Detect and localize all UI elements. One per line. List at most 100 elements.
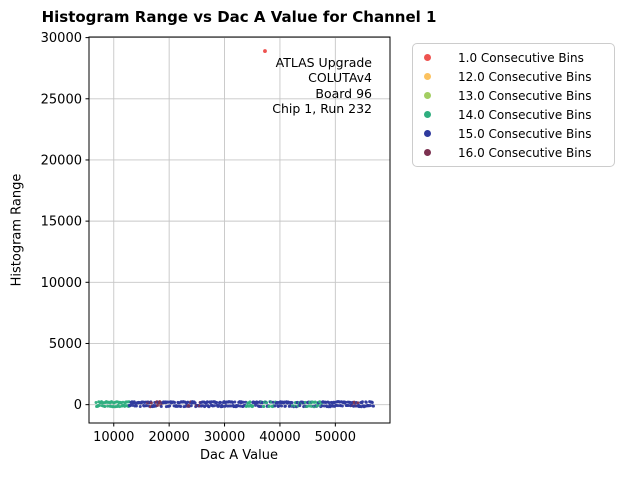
scatter-point <box>368 404 372 408</box>
scatter-point <box>280 404 284 408</box>
scatter-point <box>134 404 138 408</box>
y-axis-label: Histogram Range <box>9 173 25 287</box>
scatter-point <box>248 400 252 404</box>
annotation-line: COLUTAv4 <box>308 70 372 86</box>
scatter-point <box>168 404 172 408</box>
plot-annotation: ATLAS Upgrade COLUTAv4 Board 96 Chip 1, … <box>272 55 372 116</box>
scatter-point <box>371 404 375 408</box>
y-tick-label: 10000 <box>41 276 82 291</box>
y-tick-label: 25000 <box>41 92 82 107</box>
scatter-point <box>320 404 324 408</box>
legend-marker-icon <box>424 111 431 118</box>
legend-marker-icon <box>424 130 431 137</box>
x-tick-label: 50000 <box>315 430 356 445</box>
scatter-point <box>193 401 197 405</box>
scatter-point <box>309 404 313 408</box>
y-tick-label: 20000 <box>41 153 82 168</box>
scatter-point <box>204 404 208 408</box>
scatter-point <box>290 401 294 405</box>
legend-entry-label: 12.0 Consecutive Bins <box>458 69 592 84</box>
annotation-line: ATLAS Upgrade <box>275 55 372 70</box>
legend-marker-icon <box>424 54 431 61</box>
legend-entry-label: 15.0 Consecutive Bins <box>458 126 592 141</box>
scatter-point <box>262 405 266 409</box>
scatter-point <box>233 400 237 404</box>
scatter-point <box>159 404 163 408</box>
scatter-point <box>259 405 263 409</box>
scatter-point <box>298 404 302 408</box>
y-tick-label: 15000 <box>41 215 82 230</box>
legend-entry: 1.0 Consecutive Bins <box>413 48 614 67</box>
scatter-point <box>251 404 255 408</box>
scatter-point <box>265 401 269 405</box>
scatter-point <box>138 404 142 408</box>
legend-entry-label: 14.0 Consecutive Bins <box>458 107 592 122</box>
scatter-point <box>219 401 223 404</box>
scatter-point <box>283 404 287 408</box>
scatter-point <box>344 400 348 404</box>
scatter-point <box>303 400 307 404</box>
scatter-point <box>94 401 98 405</box>
x-tick-label: 40000 <box>259 430 300 445</box>
scatter-point <box>212 404 216 408</box>
scatter-point <box>356 401 360 405</box>
legend-marker-icon <box>424 92 431 99</box>
annotation-line: Chip 1, Run 232 <box>272 100 372 116</box>
legend-entry: 14.0 Consecutive Bins <box>413 105 614 124</box>
scatter-point <box>207 405 211 409</box>
scatter-point <box>346 403 350 407</box>
legend: 1.0 Consecutive Bins 12.0 Consecutive Bin… <box>412 43 615 167</box>
y-tick-label: 30000 <box>41 31 82 46</box>
scatter-point <box>254 403 258 407</box>
x-tick-label: 20000 <box>148 430 189 445</box>
scatter-point <box>179 405 183 409</box>
chart-title: Histogram Range vs Dac A Value for Chann… <box>41 8 437 26</box>
outlier-point <box>263 49 267 53</box>
scatter-point <box>155 404 159 408</box>
legend-entry: 13.0 Consecutive Bins <box>413 86 614 105</box>
scatter-point <box>277 404 281 408</box>
legend-entry-label: 16.0 Consecutive Bins <box>458 145 592 160</box>
scatter-point <box>273 404 277 408</box>
scatter-point <box>217 403 221 407</box>
scatter-point <box>97 404 101 408</box>
scatter-point <box>215 401 219 405</box>
annotation-line: Board 96 <box>315 85 372 101</box>
legend-marker-icon <box>424 73 431 80</box>
scatter-point <box>370 400 374 404</box>
legend-entry-label: 13.0 Consecutive Bins <box>458 88 592 103</box>
scatter-point <box>173 400 177 404</box>
legend-entry: 12.0 Consecutive Bins <box>413 67 614 86</box>
scatter-point <box>189 404 193 408</box>
scatter-point <box>307 404 311 408</box>
scatter-point <box>106 404 110 408</box>
scatter-point <box>271 400 275 404</box>
legend-entry-label: 1.0 Consecutive Bins <box>458 50 584 65</box>
legend-entry: 15.0 Consecutive Bins <box>413 124 614 143</box>
y-tick-label: 0 <box>74 398 82 413</box>
scatter-point <box>144 404 148 408</box>
scatter-point <box>267 404 271 408</box>
scatter-point <box>327 401 331 405</box>
scatter-point <box>149 401 153 405</box>
scatter-point <box>103 404 107 408</box>
axes-spines <box>88 36 391 424</box>
scatter-point <box>128 403 132 407</box>
scatter-point <box>316 403 320 407</box>
scatter-point <box>221 404 225 408</box>
scatter-point <box>186 400 190 404</box>
scatter-point <box>364 400 368 404</box>
scatter-point <box>322 404 326 408</box>
legend-entry: 16.0 Consecutive Bins <box>413 143 614 162</box>
scatter-point <box>360 400 364 404</box>
scatter-point <box>340 404 344 408</box>
scatter-point <box>238 404 242 408</box>
legend-marker-icon <box>424 149 431 156</box>
y-tick-label: 5000 <box>49 337 82 352</box>
x-tick-label: 30000 <box>204 430 245 445</box>
scatter-point <box>336 404 340 408</box>
scatter-point <box>242 400 246 404</box>
x-axis-label: Dac A Value <box>200 448 278 463</box>
